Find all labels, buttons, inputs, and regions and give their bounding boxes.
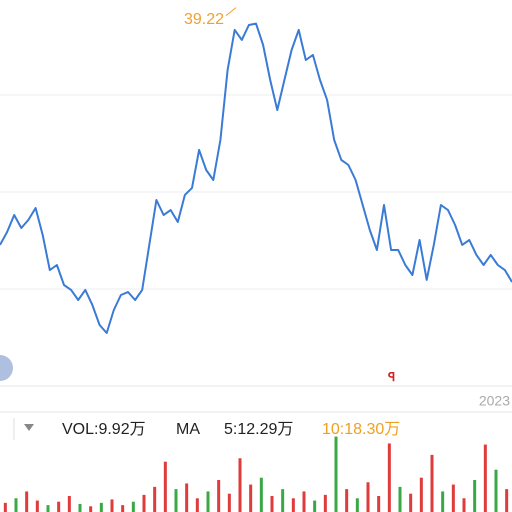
volume-bar: [227, 493, 231, 512]
volume-bar: [238, 458, 242, 512]
ma-label: MA: [176, 421, 200, 438]
volume-bar: [259, 477, 263, 512]
volume-bar: [462, 498, 466, 512]
volume-bar: [185, 483, 189, 512]
volume-bar: [323, 494, 327, 512]
volume-bar: [302, 491, 306, 512]
volume-bar: [163, 461, 167, 512]
price-line: [0, 22, 512, 334]
volume-bar: [377, 496, 381, 512]
volume-bar: [67, 496, 71, 512]
dropdown-arrow[interactable]: [24, 424, 34, 431]
volume-bar: [99, 502, 103, 512]
volume-bar: [355, 498, 359, 512]
volume-bar: [14, 498, 18, 512]
volume-bar: [430, 454, 434, 512]
annotation: 39.22: [184, 11, 224, 28]
volume-bar: [131, 501, 135, 512]
volume-bar: [249, 484, 253, 512]
volume-bar: [46, 505, 50, 512]
volume-bar: [494, 469, 498, 512]
event-marker[interactable]: ꟼ: [388, 370, 395, 384]
volume-bar: [441, 491, 445, 512]
volume-bar: [281, 489, 285, 512]
volume-bar: [217, 480, 221, 512]
side-icon[interactable]: [0, 355, 13, 381]
volume-bar: [153, 486, 157, 512]
volume-bar: [270, 496, 274, 512]
volume-bar: [366, 482, 370, 512]
volume-bar: [195, 498, 199, 512]
volume-bar: [57, 501, 61, 512]
volume-bar: [387, 443, 391, 512]
volume-bar: [121, 505, 125, 512]
volume-bar: [398, 486, 402, 512]
volume-bar: [345, 489, 349, 512]
volume-bar: [89, 506, 93, 512]
volume-bar: [483, 444, 487, 512]
ma-value: 10:18.30万: [322, 421, 400, 438]
volume-bar: [313, 500, 317, 512]
volume-bar: [206, 491, 210, 512]
volume-bar: [291, 498, 295, 512]
volume-bar: [35, 500, 39, 512]
volume-bar: [3, 502, 7, 512]
volume-bar: [334, 436, 338, 512]
volume-bar: [25, 491, 29, 512]
volume-bar: [110, 499, 114, 512]
x-axis-label: 2023: [479, 393, 510, 409]
volume-bar: [451, 484, 455, 512]
volume-bar: [174, 489, 178, 512]
volume-bar: [409, 493, 413, 512]
volume-bar: [505, 489, 509, 512]
ma-value: 5:12.29万: [224, 421, 293, 438]
volume-bar: [78, 504, 82, 512]
volume-bar: [142, 494, 146, 512]
annotation-leader: [225, 7, 237, 17]
volume-label: VOL:9.92万: [62, 421, 146, 438]
volume-bar: [473, 480, 477, 512]
volume-bar: [419, 477, 423, 512]
